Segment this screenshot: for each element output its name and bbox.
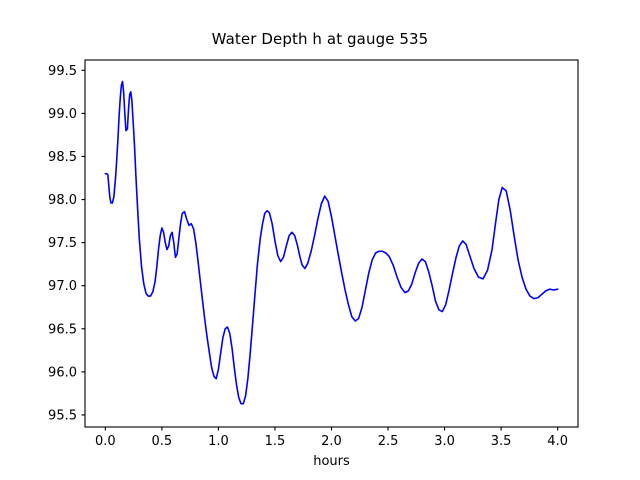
y-axis-ticks: 95.5 96.0 96.5 97.0 97.5 98.0 98.5 99.0 99.5	[48, 64, 85, 423]
plot-frame	[84, 59, 579, 428]
y-tick-label: 97.5	[48, 236, 77, 251]
y-tick-label: 97.0	[48, 279, 77, 294]
x-tick-label: 4.0	[547, 434, 568, 449]
x-tick-label: 0.0	[95, 434, 116, 449]
x-tick-label: 0.5	[152, 434, 173, 449]
y-tick-label: 98.5	[48, 150, 77, 165]
y-tick-label: 98.0	[48, 193, 77, 208]
x-tick-label: 3.0	[434, 434, 455, 449]
plot-background	[85, 60, 578, 427]
page-title: Water Depth h at gauge 535	[211, 30, 429, 48]
x-tick-label: 1.5	[265, 434, 286, 449]
x-tick-label: 3.5	[491, 434, 512, 449]
data-series-line	[104, 80, 559, 405]
x-tick-label: 1.0	[208, 434, 229, 449]
y-tick-label: 99.5	[48, 64, 77, 79]
x-tick-label: 2.0	[321, 434, 342, 449]
x-axis-ticks: 0.0 0.5 1.0 1.5 2.0 2.5 3.0 3.5 4.0	[95, 427, 568, 449]
y-tick-label: 95.5	[48, 408, 77, 423]
x-axis-label: hours	[313, 454, 350, 469]
y-tick-label: 99.0	[48, 107, 77, 122]
y-tick-label: 96.0	[48, 365, 77, 380]
y-tick-label: 96.5	[48, 322, 77, 337]
x-tick-label: 2.5	[378, 434, 399, 449]
